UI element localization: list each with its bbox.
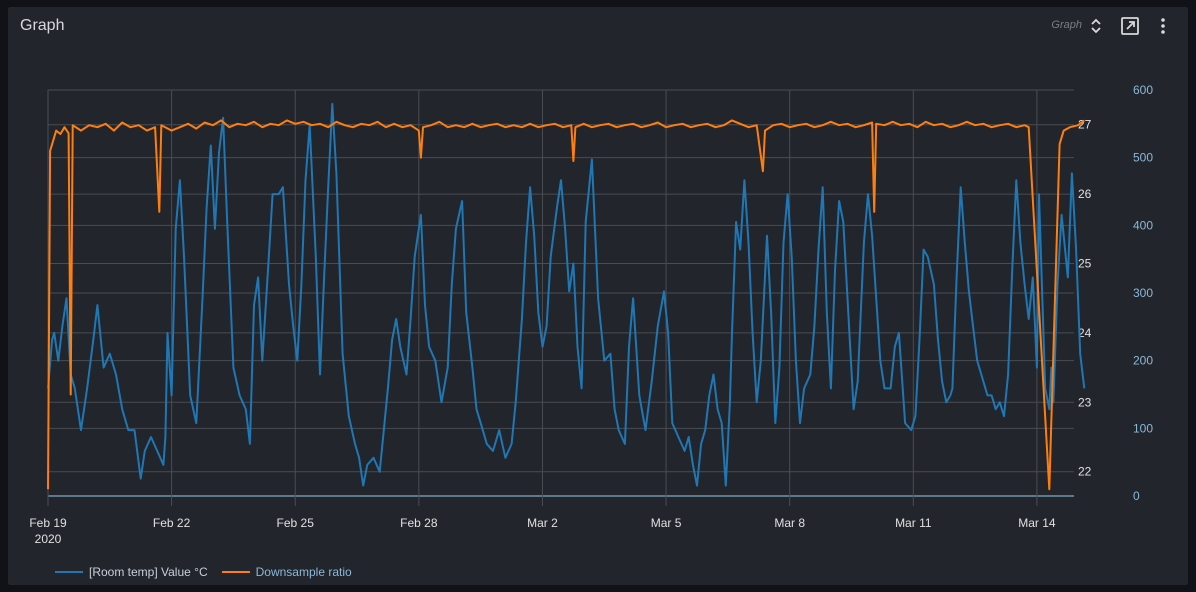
x-axis: Feb 19 2020 Feb 22 Feb 25 Feb 28 Mar 2 Mar 5 Ma… bbox=[29, 516, 1056, 546]
series-line-room-temp bbox=[47, 102, 1086, 487]
x-axis-tick-label: Mar 5 bbox=[651, 516, 682, 530]
x-axis-tick-label: Feb 28 bbox=[400, 516, 438, 530]
legend: [Room temp] Value °C Downsample ratio bbox=[55, 565, 352, 579]
x-axis-tick-label: Feb 22 bbox=[153, 516, 191, 530]
series-line-downsample-ratio bbox=[47, 119, 1085, 491]
more-vertical-icon[interactable] bbox=[1152, 15, 1174, 37]
right-axis-tick-label: 0 bbox=[1133, 489, 1140, 503]
left-axis-tick-label: 23 bbox=[1078, 395, 1092, 409]
x-axis-tick-label: Feb 25 bbox=[277, 516, 315, 530]
left-axis-tick-label: 25 bbox=[1078, 257, 1092, 271]
x-axis-tick-label: Mar 2 bbox=[527, 516, 558, 530]
legend-label: Downsample ratio bbox=[255, 565, 352, 579]
x-axis-tick-label: Mar 14 bbox=[1018, 516, 1056, 530]
right-axis: 0 100 200 300 400 500 600 bbox=[1133, 83, 1153, 503]
left-axis-tick-label: 26 bbox=[1078, 187, 1092, 201]
legend-swatch bbox=[221, 571, 250, 573]
x-axis-tick-label: Feb 19 bbox=[29, 516, 67, 530]
right-axis-tick-label: 300 bbox=[1133, 286, 1153, 300]
legend-item-downsample-ratio[interactable]: Downsample ratio bbox=[221, 565, 352, 579]
x-axis-tick-label: Mar 11 bbox=[895, 516, 932, 530]
panel-title[interactable]: Graph bbox=[20, 17, 65, 34]
chart-series bbox=[47, 102, 1086, 491]
right-axis-tick-label: 500 bbox=[1133, 151, 1153, 165]
legend-item-room-temp[interactable]: [Room temp] Value °C bbox=[55, 565, 208, 579]
sort-icon[interactable] bbox=[1085, 15, 1107, 37]
right-axis-tick-label: 600 bbox=[1133, 83, 1153, 97]
legend-swatch bbox=[55, 571, 83, 573]
right-axis-tick-label: 400 bbox=[1133, 218, 1153, 232]
external-link-icon[interactable] bbox=[1119, 15, 1141, 37]
right-axis-tick-label: 100 bbox=[1133, 421, 1153, 435]
x-axis-year-label: 2020 bbox=[35, 532, 62, 546]
legend-label: [Room temp] Value °C bbox=[89, 565, 208, 579]
x-axis-tick-label: Mar 8 bbox=[774, 516, 805, 530]
left-axis-tick-label: 22 bbox=[1078, 465, 1092, 479]
left-axis-tick-label: 24 bbox=[1078, 326, 1092, 340]
left-axis-tick-label: 27 bbox=[1078, 118, 1092, 132]
panel-type-tag: Graph bbox=[1051, 19, 1082, 31]
right-axis-tick-label: 200 bbox=[1133, 354, 1153, 368]
left-axis: 22 23 24 25 26 27 bbox=[1078, 118, 1092, 479]
